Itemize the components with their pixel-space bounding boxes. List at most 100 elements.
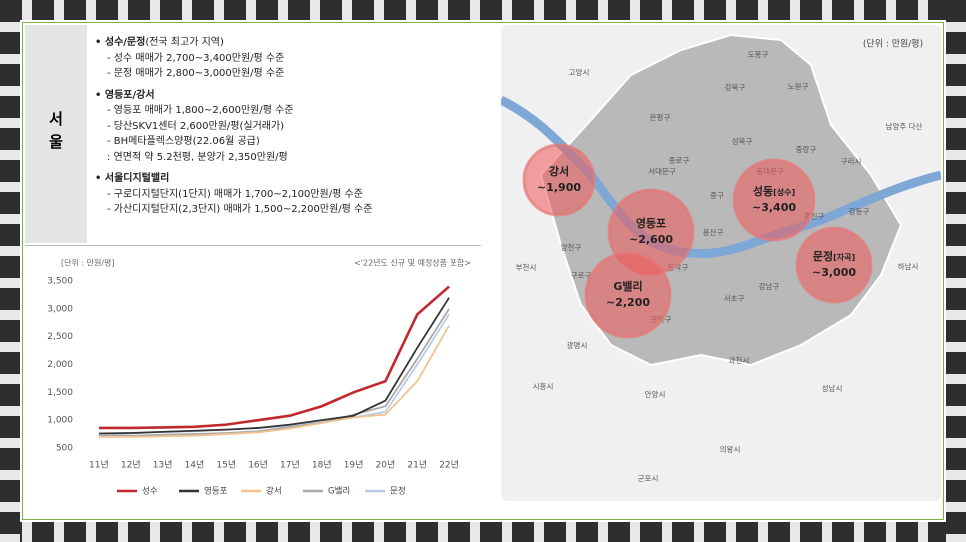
- group-title: • 성수/문정(전국 최고가 지역): [95, 35, 483, 51]
- bullet-item: - 성수 매매가 2,700~3,400만원/평 수준: [107, 52, 285, 64]
- legend-label: G밸리: [328, 486, 350, 497]
- district-label: 남양주 다산: [886, 121, 923, 131]
- district-label: 군포시: [638, 474, 659, 483]
- group-title: • 서울디지털밸리: [95, 171, 483, 187]
- map-unit: (단위 : 만원/평): [863, 39, 923, 50]
- bubble: [584, 251, 672, 339]
- bubble-value: ~1,900: [537, 181, 581, 194]
- separator: [25, 245, 481, 246]
- y-tick-label: 1,000: [47, 416, 73, 426]
- y-tick-label: 3,500: [47, 277, 73, 287]
- bubble: [522, 143, 596, 217]
- legend-label: 문정: [390, 486, 406, 497]
- district-label: 구리시: [841, 157, 862, 166]
- x-tick-label: 19년: [344, 460, 364, 471]
- series-line: [98, 285, 450, 430]
- district-label: 구로구: [571, 271, 592, 280]
- district-label: 중랑구: [796, 145, 817, 154]
- bubble-name: G밸리: [613, 279, 642, 293]
- bubble-name: 강서: [549, 164, 569, 178]
- y-tick-label: 2,000: [47, 360, 73, 370]
- y-tick-label: 3,000: [47, 304, 73, 314]
- group-note: (전국 최고가 지역): [145, 37, 224, 48]
- district-label: 서대문구: [648, 167, 676, 176]
- bullet-item: - 문정 매매가 2,800~3,000만원/평 수준: [107, 68, 285, 79]
- district-label: 부천시: [516, 262, 537, 272]
- bubble-name: 문정[자곡]: [813, 249, 855, 263]
- x-tick-label: 14년: [185, 460, 205, 471]
- frame: [0, 0, 966, 20]
- district-label: 양천구: [561, 242, 582, 252]
- district-label: 동작구: [668, 262, 689, 272]
- bubble-name: 영등포: [636, 217, 666, 230]
- frame: [0, 522, 966, 542]
- group-title: • 영등포/강서: [95, 88, 483, 104]
- district-label: 안양시: [645, 389, 666, 399]
- district-label: 용산구: [703, 227, 724, 237]
- x-tick-label: 22년: [439, 460, 459, 471]
- bubble-value: ~2,200: [606, 296, 650, 309]
- content: 서울 • 성수/문정(전국 최고가 지역) - 성수 매매가 2,700~3,40…: [22, 22, 944, 520]
- district-label: 의왕시: [720, 444, 741, 454]
- x-tick-label: 11년: [89, 460, 109, 471]
- x-tick-label: 17년: [280, 460, 300, 471]
- x-tick-label: 18년: [312, 460, 332, 471]
- bubble-name-text: 문정: [813, 249, 833, 263]
- bullet-item: : 연면적 약 5.2천평, 분양가 2,350만원/평: [107, 151, 288, 163]
- district-label: 강동구: [849, 206, 870, 216]
- chart-note: <'22년도 신규 및 예정상품 포함>: [354, 258, 471, 268]
- legend-label: 강서: [266, 486, 282, 497]
- district-label: 광명시: [567, 340, 588, 350]
- frame: [0, 0, 20, 542]
- bubble: [795, 226, 873, 304]
- x-tick-label: 15년: [216, 460, 236, 471]
- x-tick-label: 13년: [153, 460, 173, 471]
- bubble-name-text: 영등포: [636, 217, 666, 230]
- series-line: [98, 325, 450, 438]
- district-label: 중구: [710, 191, 724, 200]
- bubble-value: ~2,600: [629, 233, 673, 246]
- x-tick-label: 21년: [407, 460, 427, 471]
- group-title-text: • 성수/문정: [95, 37, 146, 48]
- district-label: 서초구: [724, 294, 745, 303]
- district-label: 노원구: [788, 82, 809, 91]
- bullet-item: - 영등포 매매가 1,800~2,600만원/평 수준: [107, 105, 294, 116]
- district-label: 시흥시: [533, 381, 554, 391]
- bubble-sub: [성수]: [773, 187, 795, 197]
- district-label: 광진구: [804, 211, 825, 221]
- district-label: 도봉구: [748, 50, 769, 59]
- bubble-sub: [자곡]: [833, 252, 855, 262]
- bullet-item: - 가산디지털단지(2,3단지) 매매가 1,500~2,200만원/평 수준: [107, 204, 373, 215]
- legend-label: 영등포: [204, 486, 228, 497]
- bubble-name-text: 성동: [753, 184, 773, 198]
- bullet-item: - BH메타플렉스양평(22.06월 공급): [107, 136, 260, 147]
- series-line: [98, 297, 450, 435]
- bullet-text: • 성수/문정(전국 최고가 지역) - 성수 매매가 2,700~3,400만원…: [95, 29, 483, 218]
- region-label: 서울: [25, 25, 87, 243]
- bullet-item: - 당산SKV1센터 2,600만원/평(실거래가): [107, 120, 285, 132]
- district-label: 은평구: [650, 112, 671, 122]
- district-label: 성북구: [732, 137, 753, 146]
- bubble: [732, 158, 816, 242]
- district-label: 고양시: [569, 68, 590, 77]
- district-label: 강북구: [725, 82, 746, 92]
- x-tick-label: 12년: [121, 460, 141, 471]
- bubble-name: 성동[성수]: [753, 184, 795, 198]
- bubble-value: ~3,400: [752, 201, 796, 214]
- legend-label: 성수: [142, 487, 158, 497]
- frame: [946, 0, 966, 542]
- group-title-text: • 영등포/강서: [95, 89, 155, 101]
- district-label: 강남구: [759, 281, 780, 291]
- group-title-text: • 서울디지털밸리: [95, 173, 170, 184]
- y-tick-label: 500: [56, 444, 73, 454]
- bubble-name-text: 강서: [549, 164, 569, 178]
- bullet-item: - 구로디지털단지(1단지) 매매가 1,700~2,100만원/평 수준: [107, 188, 363, 200]
- bubble-value: ~3,000: [812, 266, 856, 279]
- bubble-name-text: G밸리: [613, 279, 642, 293]
- y-tick-label: 1,500: [47, 388, 73, 398]
- district-label: 종로구: [669, 156, 690, 165]
- y-tick-label: 2,500: [47, 332, 73, 342]
- district-label: 하남시: [898, 261, 919, 271]
